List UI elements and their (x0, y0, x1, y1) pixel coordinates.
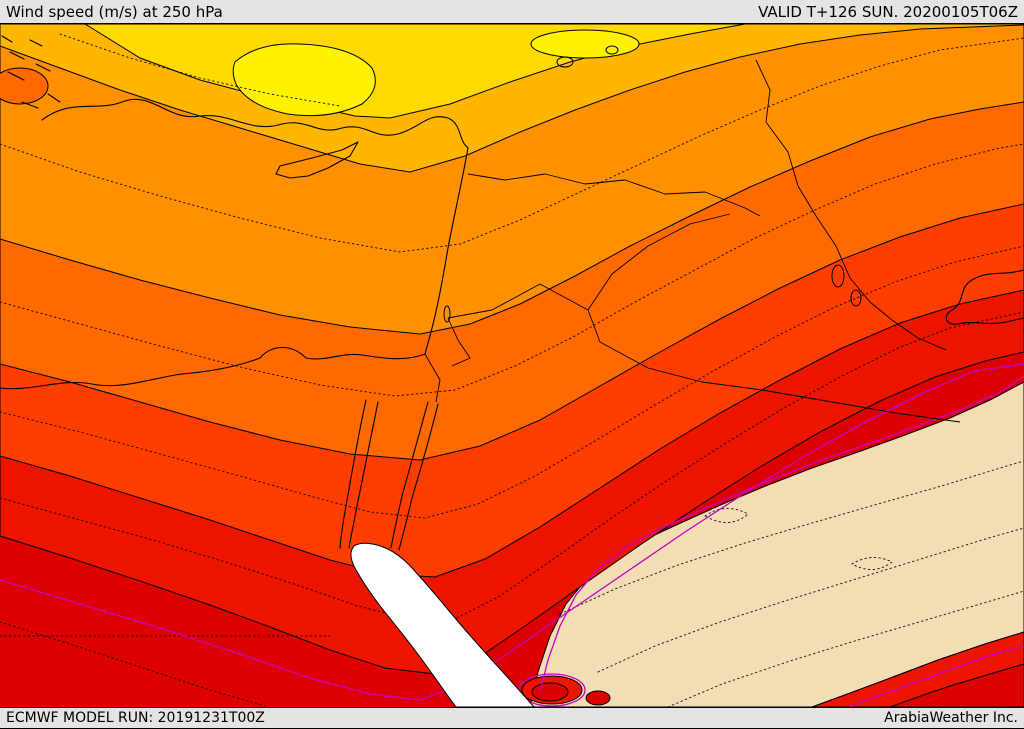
dotted-contour-loop (850, 557, 893, 570)
dead-sea (443, 305, 451, 323)
gulf-of-aqaba-coastline (390, 401, 439, 551)
lake-van (605, 45, 619, 55)
dotted-contour (667, 590, 1024, 707)
anatolia-levant-egypt-coastline (0, 98, 469, 390)
dotted-contour-loop (704, 508, 749, 523)
red-sea-mask (350, 542, 535, 707)
header-bar: Wind speed (m/s) at 250 hPa VALID T+126 … (0, 0, 1024, 24)
band-dark-orange-blob-northwest (0, 67, 49, 105)
gulf-of-suez-coastline (339, 399, 379, 549)
dotted-contour (0, 311, 1024, 620)
dotted-contour (59, 33, 341, 107)
lake-habbaniyah (850, 289, 862, 307)
dotted-contour (0, 621, 266, 707)
coastlines (0, 35, 1024, 551)
dotted-contour (0, 37, 1024, 253)
brand-label: ArabiaWeather Inc. (884, 710, 1018, 726)
lake-tharthar (831, 264, 845, 288)
country-borders (424, 59, 961, 423)
border-jordan-iraq-saudi (447, 283, 961, 423)
footer-bar: ECMWF MODEL RUN: 20191231T00Z ArabiaWeat… (0, 707, 1024, 729)
band-deep-red-south-blob-small (585, 690, 611, 706)
border-turkey-syria (467, 173, 761, 217)
accent-contour-southeast (849, 645, 1024, 707)
intermediate-contours (0, 33, 1024, 707)
lake-tuz (556, 56, 574, 68)
map-title: Wind speed (m/s) at 250 hPa (6, 2, 223, 21)
dotted-contour (0, 143, 1024, 397)
cyprus-coastline (275, 141, 359, 179)
band-deep-red-southeast-corner (889, 663, 1024, 707)
dotted-contour (0, 245, 1024, 519)
border-israel-jordan (447, 317, 471, 367)
valid-time-label: VALID T+126 SUN. 20200105T06Z (758, 2, 1018, 21)
band-bright-yellow-blob-west (232, 43, 376, 117)
border-egypt-israel (424, 353, 441, 403)
accent-contour-deep-red (0, 363, 1024, 701)
band-bright-yellow-blob-east (530, 29, 640, 59)
wind-speed-map-svg (0, 24, 1024, 707)
band-deep-red-south-blob-inner (531, 682, 569, 702)
border-iran (755, 59, 947, 351)
persian-gulf-coastline (945, 269, 1024, 325)
model-run-label: ECMWF MODEL RUN: 20191231T00Z (6, 710, 265, 726)
map-area (0, 24, 1024, 707)
aegean-islands (1, 35, 61, 109)
dotted-contour (559, 460, 1024, 615)
wind-speed-bands (0, 24, 1024, 707)
border-syria-iraq (587, 213, 731, 311)
dotted-contour (597, 527, 1024, 673)
